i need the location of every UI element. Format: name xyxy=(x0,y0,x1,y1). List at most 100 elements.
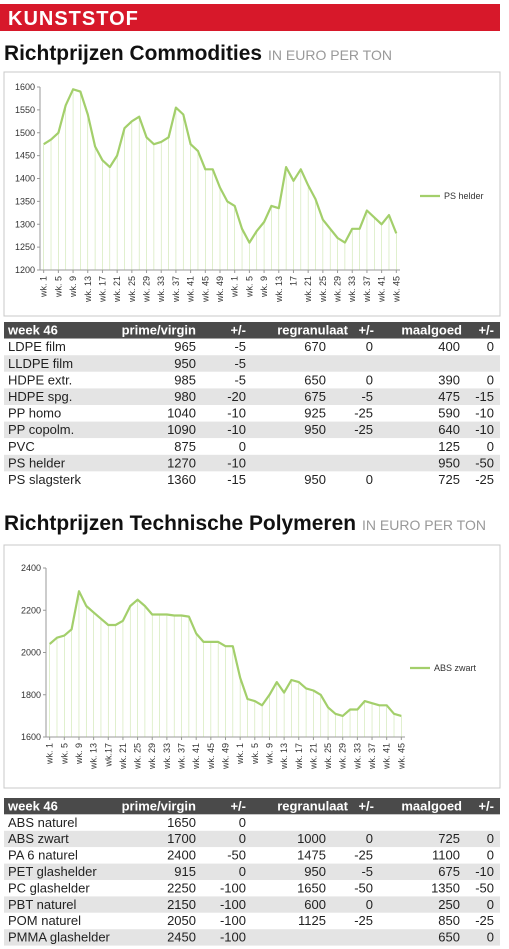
x-tick-label: wk. 25 xyxy=(133,743,143,770)
table-cell: -10 xyxy=(227,455,246,470)
table-cell: 0 xyxy=(239,815,246,830)
row-label: PS slagsterk xyxy=(8,472,81,487)
x-tick-label: wk. 37 xyxy=(367,743,377,770)
table-cell: 675 xyxy=(438,864,460,879)
table-cell: 2400 xyxy=(167,848,196,863)
x-tick-label: wk. 49 xyxy=(221,743,231,770)
column-header: +/- xyxy=(230,798,246,813)
row-label: HDPE spg. xyxy=(8,389,72,404)
table-row xyxy=(4,454,500,472)
x-tick-label: wk. 37 xyxy=(171,276,181,303)
table-cell: 1650 xyxy=(297,880,326,895)
table-cell: 0 xyxy=(239,831,246,846)
table-cell: 1090 xyxy=(167,422,196,437)
table-row xyxy=(4,471,500,488)
table-cell: -10 xyxy=(227,406,246,421)
row-label: HDPE extr. xyxy=(8,372,72,387)
x-tick-label: wk. 9 xyxy=(259,276,269,298)
table-cell: 950 xyxy=(174,356,196,371)
row-label: PET glashelder xyxy=(8,864,97,879)
y-tick-label: 1400 xyxy=(15,174,35,184)
x-tick-label: wk. 49 xyxy=(215,276,225,303)
table-cell: 950 xyxy=(304,422,326,437)
table-cell: -25 xyxy=(475,913,494,928)
table-row xyxy=(4,405,500,422)
chart-frame xyxy=(3,544,501,789)
x-tick-label: wk. 25 xyxy=(127,276,137,303)
column-header: maalgoed xyxy=(401,323,462,338)
x-tick-label: wk. 33 xyxy=(352,743,362,770)
x-tick-label: wk. 25 xyxy=(323,743,333,770)
row-label: PS helder xyxy=(8,455,66,470)
row-label: PP homo xyxy=(8,406,61,421)
table-row xyxy=(4,863,500,880)
series-line xyxy=(43,88,398,244)
table-cell: -100 xyxy=(220,880,246,895)
x-tick-label: wk. 13 xyxy=(89,743,99,770)
table-cell: 1100 xyxy=(432,848,460,863)
row-label: LLDPE film xyxy=(8,356,73,371)
table-cell: -100 xyxy=(220,897,246,912)
table-row xyxy=(4,438,500,455)
x-tick-label: wk. 13 xyxy=(274,276,284,303)
x-tick-label: wk. 33 xyxy=(347,276,357,303)
table-cell: 2250 xyxy=(167,880,196,895)
column-header: +/- xyxy=(478,798,494,813)
x-tick-label: wk. 45 xyxy=(396,743,406,770)
column-header: maalgoed xyxy=(401,798,462,813)
table-cell: -15 xyxy=(227,472,246,487)
x-tick-label: wk. 41 xyxy=(191,743,201,770)
table-cell: 1700 xyxy=(167,831,196,846)
table-cell: 0 xyxy=(487,439,494,454)
row-label: PC glashelder xyxy=(8,880,90,895)
column-header: +/- xyxy=(358,323,374,338)
table-cell: 590 xyxy=(438,406,460,421)
table-cell: -100 xyxy=(220,930,246,945)
table-cell: -10 xyxy=(227,422,246,437)
table-cell: -25 xyxy=(475,472,494,487)
x-tick-label: wk. 9 xyxy=(74,743,84,765)
table-cell: -5 xyxy=(361,864,373,879)
y-tick-label: 1250 xyxy=(15,242,35,252)
table-cell: 0 xyxy=(366,339,373,354)
table-cell: -20 xyxy=(227,389,246,404)
table-cell: -5 xyxy=(234,372,246,387)
table-header xyxy=(4,322,500,339)
table-row xyxy=(4,355,500,372)
x-tick-label: wk. 29 xyxy=(142,276,152,303)
table-cell: 725 xyxy=(438,472,460,487)
table-cell: 850 xyxy=(438,913,460,928)
x-tick-label: wk. 41 xyxy=(377,276,387,303)
table-cell: 600 xyxy=(304,897,326,912)
table-cell: 0 xyxy=(487,848,494,863)
y-tick-label: 2200 xyxy=(21,605,41,615)
table-cell: -25 xyxy=(354,913,373,928)
table-cell: 670 xyxy=(304,339,326,354)
table-cell: -15 xyxy=(475,389,494,404)
x-tick-label: wk. 13 xyxy=(83,276,93,303)
x-tick-label: wk. 17 xyxy=(97,276,107,303)
x-tick-label: wk. 45 xyxy=(391,276,401,303)
column-header: prime/virgin xyxy=(122,798,196,813)
x-tick-label: 17 xyxy=(288,276,298,286)
section-heading: Richtprijzen Commodities xyxy=(4,42,262,65)
x-tick-label: wk. 9 xyxy=(264,743,274,765)
table-cell: 965 xyxy=(174,339,196,354)
table-cell: 250 xyxy=(438,897,460,912)
x-tick-label: wk. 29 xyxy=(338,743,348,770)
table-cell: 985 xyxy=(174,372,196,387)
row-label: PP copolm. xyxy=(8,422,74,437)
table-cell: 125 xyxy=(438,439,460,454)
table-cell: 650 xyxy=(438,930,460,945)
table-cell: 0 xyxy=(487,372,494,387)
table-cell: 950 xyxy=(304,864,326,879)
table-cell: 640 xyxy=(438,422,460,437)
table-cell: 1040 xyxy=(167,406,196,421)
table-cell: 0 xyxy=(366,472,373,487)
table-cell: 1000 xyxy=(297,831,326,846)
y-tick-label: 1200 xyxy=(15,265,35,275)
table-cell: 950 xyxy=(438,455,460,470)
x-tick-label: wk. 21 xyxy=(118,743,128,770)
table-cell: 475 xyxy=(438,389,460,404)
